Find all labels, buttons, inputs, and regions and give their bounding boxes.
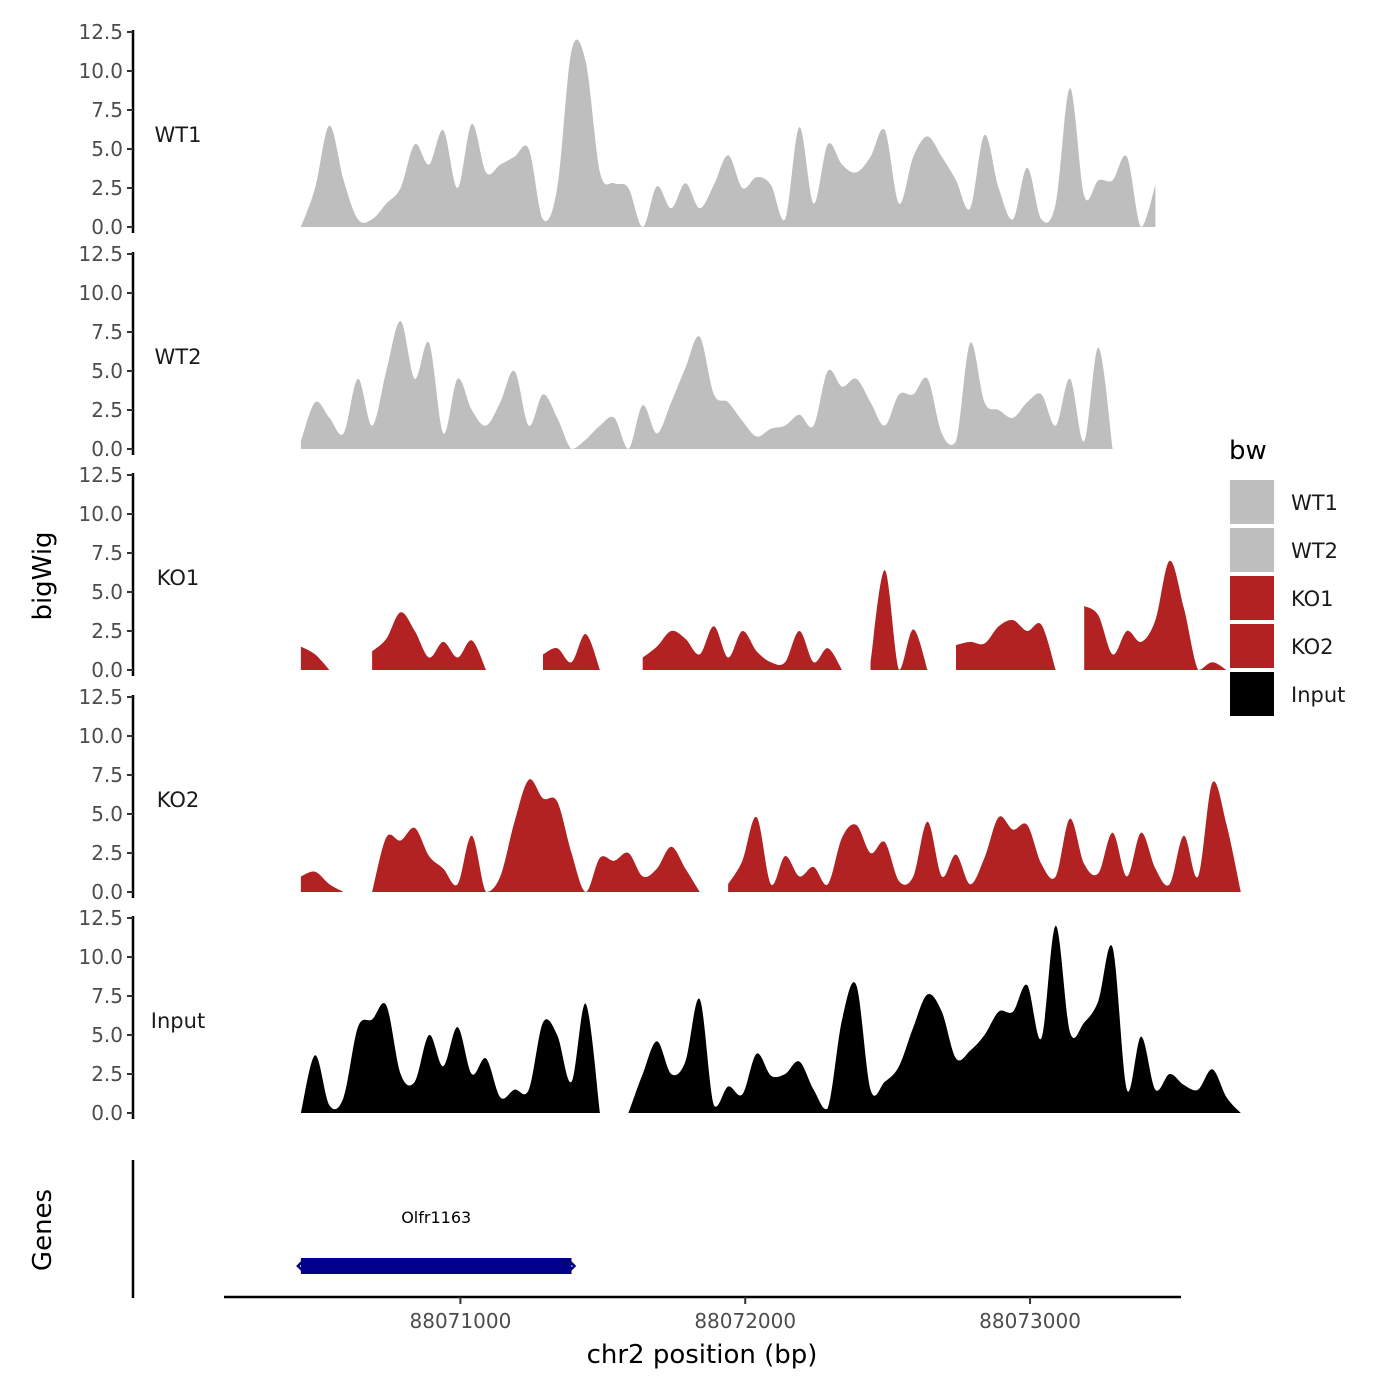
y-tick-label: 5.0: [91, 580, 123, 604]
legend-label: Input: [1291, 683, 1345, 707]
coverage-area-wt1: [300, 39, 1156, 227]
x-tick-label: 88073000: [979, 1309, 1081, 1333]
legend-swatch: [1230, 672, 1274, 716]
legend-label: WT2: [1291, 539, 1338, 563]
y-tick-label: 12.5: [78, 463, 123, 487]
y-tick-label: 0.0: [91, 658, 123, 682]
legend-item-input: Input: [1230, 672, 1345, 716]
legend-swatch: [1230, 624, 1274, 668]
coverage-area-ko1: [300, 646, 330, 670]
y-tick-label: 12.5: [78, 906, 123, 930]
y-tick-label: 12.5: [78, 20, 123, 44]
y-tick-label: 7.5: [91, 541, 123, 565]
y-tick-label: 10.0: [78, 59, 123, 83]
coverage-area-ko1: [870, 570, 928, 670]
y-tick-label: 7.5: [91, 98, 123, 122]
y-tick-label: 5.0: [91, 137, 123, 161]
coverage-area-wt2: [300, 321, 1113, 449]
coverage-area-ko1: [642, 626, 843, 670]
y-tick-label: 0.0: [91, 880, 123, 904]
bigwig-tracks: 0.0 2.5 5.0 7.5 10.0 12.5 WT1 0.0 2.5 5.0 7.5 10.0 1…: [78, 20, 1241, 1125]
legend-swatch: [1230, 528, 1274, 572]
genes-panel: Olfr1163: [131, 1160, 577, 1298]
coverage-area-ko1: [372, 612, 486, 670]
y-tick-label: 10.0: [78, 281, 123, 305]
coverage-area-ko2: [300, 871, 344, 892]
legend-label: KO2: [1291, 635, 1334, 659]
legend: bw WT1 WT2 KO1 KO2 Input: [1229, 436, 1345, 716]
track-label: KO2: [157, 788, 200, 812]
coverage-area-ko1: [1084, 560, 1227, 670]
y-tick-label: 2.5: [91, 398, 123, 422]
coverage-area-ko1: [543, 634, 600, 670]
track-wt2: 0.0 2.5 5.0 7.5 10.0 12.5 WT2: [78, 242, 1113, 461]
y-tick-label: 10.0: [78, 724, 123, 748]
gene-name-label: Olfr1163: [401, 1208, 471, 1227]
legend-swatch: [1230, 480, 1274, 524]
coverage-area-input: [300, 1003, 600, 1113]
legend-title: bw: [1229, 436, 1267, 466]
y-tick-label: 2.5: [91, 841, 123, 865]
y-tick-label: 5.0: [91, 359, 123, 383]
gene-olfr1163: Olfr1163: [296, 1208, 577, 1274]
y-tick-label: 2.5: [91, 176, 123, 200]
legend-label: WT1: [1291, 491, 1338, 515]
x-axis-title: chr2 position (bp): [587, 1340, 818, 1370]
track-label: WT1: [155, 123, 202, 147]
y-tick-label: 0.0: [91, 1101, 123, 1125]
y-tick-label: 7.5: [91, 984, 123, 1008]
y-tick-label: 10.0: [78, 945, 123, 969]
strand-arrow: [296, 1260, 304, 1272]
gene-body: [300, 1258, 572, 1274]
coverage-area-ko2: [728, 781, 1241, 892]
track-label: Input: [151, 1009, 205, 1033]
y-tick-label: 2.5: [91, 619, 123, 643]
y-axis-title: bigWig: [28, 531, 58, 620]
y-tick-label: 0.0: [91, 437, 123, 461]
y-tick-label: 7.5: [91, 320, 123, 344]
y-tick-label: 5.0: [91, 802, 123, 826]
coverage-area-ko1: [956, 619, 1056, 670]
legend-swatch: [1230, 576, 1274, 620]
legend-item-ko1: KO1: [1230, 576, 1334, 620]
y-tick-label: 12.5: [78, 242, 123, 266]
genes-panel-title: Genes: [28, 1189, 58, 1271]
y-tick-label: 2.5: [91, 1062, 123, 1086]
y-tick-label: 12.5: [78, 685, 123, 709]
y-tick-label: 10.0: [78, 502, 123, 526]
coverage-area-ko2: [372, 779, 700, 892]
y-tick-label: 7.5: [91, 763, 123, 787]
track-input: 0.0 2.5 5.0 7.5 10.0 12.5 Input: [78, 906, 1241, 1125]
y-tick-label: 0.0: [91, 215, 123, 239]
x-axis: 88071000 88072000 88073000: [224, 1295, 1181, 1333]
legend-item-wt2: WT2: [1230, 528, 1338, 572]
track-label: WT2: [155, 345, 202, 369]
strand-arrow: [568, 1260, 577, 1272]
x-tick-label: 88071000: [410, 1309, 512, 1333]
track-ko1: 0.0 2.5 5.0 7.5 10.0 12.5 KO1: [78, 463, 1227, 682]
track-ko2: 0.0 2.5 5.0 7.5 10.0 12.5 KO2: [78, 685, 1241, 904]
legend-label: KO1: [1291, 587, 1334, 611]
x-tick-label: 88072000: [694, 1309, 796, 1333]
legend-item-ko2: KO2: [1230, 624, 1334, 668]
track-wt1: 0.0 2.5 5.0 7.5 10.0 12.5 WT1: [78, 20, 1156, 239]
coverage-area-input: [628, 925, 1241, 1113]
legend-item-wt1: WT1: [1230, 480, 1338, 524]
y-tick-label: 5.0: [91, 1023, 123, 1047]
track-label: KO1: [157, 566, 200, 590]
